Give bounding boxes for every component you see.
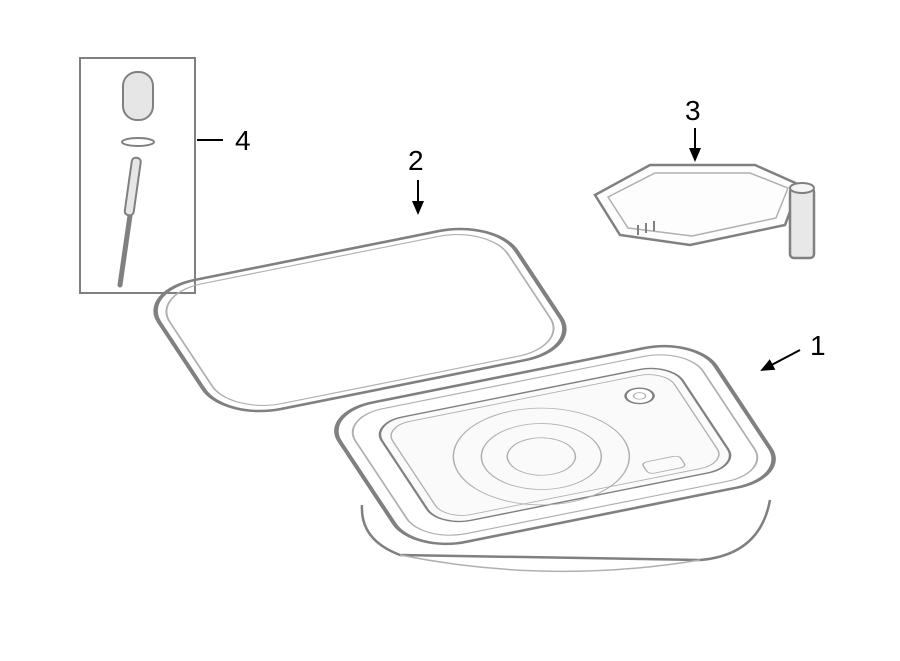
parts-diagram-svg — [0, 0, 900, 661]
callout-label-2: 2 — [408, 145, 424, 177]
callout-label-1: 1 — [810, 330, 826, 362]
transmission-filter — [595, 165, 814, 258]
dipstick-assembly — [80, 58, 195, 293]
oil-pan — [321, 338, 789, 572]
callout-label-3: 3 — [685, 95, 701, 127]
diagram-canvas: 1 2 3 4 — [0, 0, 900, 661]
callout-label-4: 4 — [235, 125, 251, 157]
